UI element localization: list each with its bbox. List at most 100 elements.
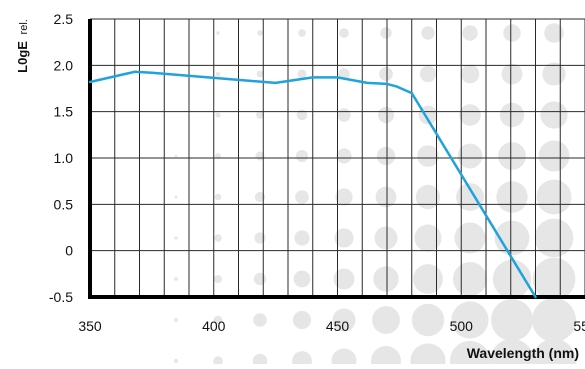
axis-labels: L0gE rel. Wavelength (nm) [15,19,579,361]
background-dot [538,140,570,172]
background-dot [492,259,532,299]
background-dot [532,257,576,301]
background-dot [256,111,264,119]
background-dot [253,313,267,327]
y-tick-label: 1.0 [54,150,74,166]
y-tick-label: 1.5 [54,104,74,120]
background-dot [256,70,264,78]
background-dot [296,109,308,121]
background-dot [294,230,310,246]
background-dot [297,69,307,79]
background-dot [337,108,351,122]
y-axis-label: L0gE rel. [15,19,30,73]
background-dot [254,232,266,244]
background-dot [421,26,435,40]
background-dot [540,101,568,129]
background-dot [410,343,446,369]
background-dot [214,275,222,283]
background-dot [449,340,491,369]
tick-labels: 350 400 450 500 550 -0.5 0 0.5 1.0 1.5 2.0 2.5 [49,11,585,334]
background-dot [295,149,309,163]
background-dot [414,224,442,252]
y-tick-label: -0.5 [49,289,73,305]
x-tick-label: 550 [573,318,585,334]
background-dot [379,67,393,81]
background-dot [490,339,534,369]
x-tick-label: 450 [326,318,350,334]
background-dot [462,25,478,41]
background-dot [213,356,223,366]
background-dot [257,30,263,36]
x-tick-label: 350 [78,318,102,334]
background-dot [214,193,222,201]
background-dot [377,106,395,124]
background-dot [454,222,486,254]
background-dot [293,270,311,288]
background-dot [295,190,309,204]
background-dot [174,318,178,322]
background-dot [173,358,179,364]
background-dot [215,153,221,159]
background-dot [499,102,525,128]
x-tick-label: 400 [202,318,226,334]
background-dot [334,228,354,248]
background-dot [335,188,353,206]
background-dot [373,266,399,292]
background-dot [491,299,533,341]
series [88,70,537,299]
background-dot [174,277,178,281]
background-dot [215,71,221,77]
background-dot [460,64,480,84]
background-dot [332,308,356,332]
y-tick-label: 0 [65,243,73,259]
background-dot [214,234,222,242]
background-dot [292,310,312,330]
background-dot [375,186,397,208]
background-dot [501,63,523,85]
y-tick-label: 2.5 [54,11,74,27]
background-dot [215,112,221,118]
background-dot [419,65,437,83]
y-axis-label-main: L0gE [15,41,30,73]
grid [89,18,585,298]
background-dot [174,236,178,240]
background-dot [459,104,481,126]
background-dot [333,268,355,290]
background-dot [451,301,489,339]
background-dot [415,184,441,210]
background-dot [331,348,357,369]
background-dot [411,303,445,337]
background-dot [542,62,566,86]
background-dot [292,351,312,369]
background-dot [371,346,401,369]
background-dot [534,218,574,258]
y-axis-label-sub: rel. [18,19,30,34]
background-dot [503,24,521,42]
background-dot [336,148,352,164]
background-dot [298,29,306,37]
background-dot [339,28,349,38]
y-tick-label: 0.5 [54,196,74,212]
background-dot [417,145,439,167]
background-dot [532,298,576,342]
background-dot [532,339,576,369]
background-dot [174,195,178,199]
background-dot [413,264,443,294]
background-dot [380,27,392,39]
background-dot [496,181,528,213]
background-dot [372,306,400,334]
background-dot-pattern [173,23,576,369]
background-dot [216,31,220,35]
background-dot [253,272,267,286]
background-dot [494,220,530,256]
background-dot [376,146,396,166]
x-tick-label: 500 [450,318,474,334]
background-dot [536,179,572,215]
background-dot [374,226,398,250]
background-dot [544,23,564,43]
x-axis-label: Wavelength (nm) [467,345,579,361]
background-dot [498,142,526,170]
y-tick-label: 2.0 [54,57,74,73]
